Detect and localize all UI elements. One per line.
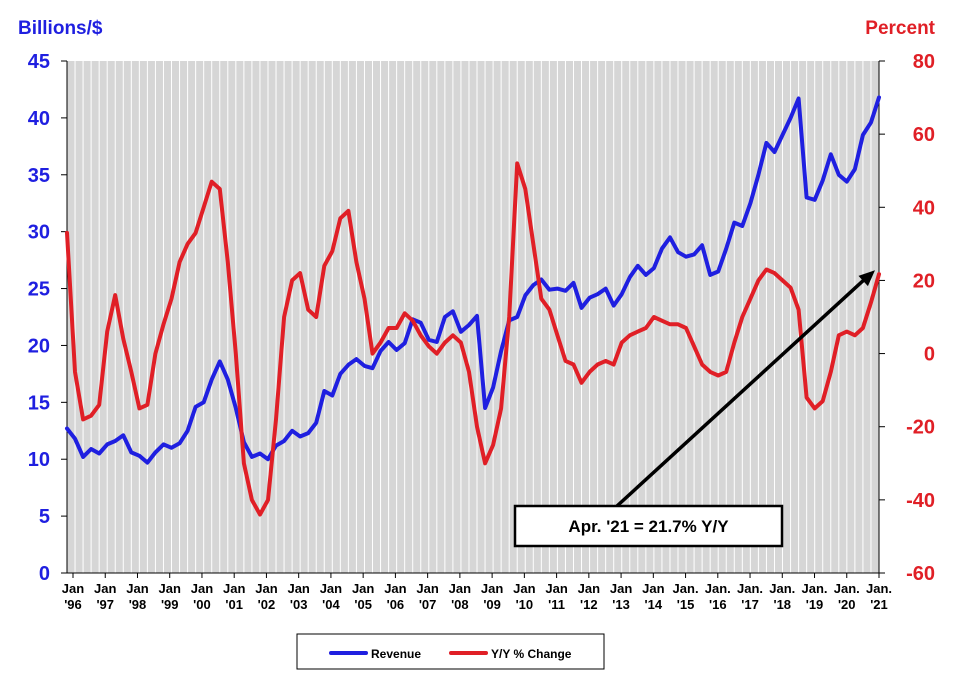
x-tick-label: Jan '99 xyxy=(159,581,181,612)
x-tick-label: Jan. '17 xyxy=(737,581,763,612)
x-tick-label: Jan '03 xyxy=(287,581,309,612)
right-tick-label: 80 xyxy=(913,51,935,73)
x-tick-label: Jan '13 xyxy=(610,581,632,612)
left-tick-label: 15 xyxy=(28,392,50,414)
x-tick-label: Jan '08 xyxy=(449,581,471,612)
right-tick-label: 60 xyxy=(913,124,935,146)
right-axis-ticks: -60 -40 -20 0 20 40 60 80 xyxy=(879,51,935,585)
x-tick-label: Jan '98 xyxy=(126,581,148,612)
x-tick-label: Jan '09 xyxy=(481,581,503,612)
legend: Revenue Y/Y % Change xyxy=(296,633,605,670)
x-tick-label: Jan '96 xyxy=(62,581,84,612)
right-axis-title: Percent xyxy=(865,18,935,39)
x-tick-label: Jan '10 xyxy=(513,581,535,612)
annotation-text: Apr. '21 = 21.7% Y/Y xyxy=(568,517,729,536)
annotation-arrow-head xyxy=(858,270,875,287)
right-tick-label: 40 xyxy=(913,197,935,219)
left-tick-label: 25 xyxy=(28,279,50,301)
x-tick-label: Jan. '18 xyxy=(769,581,795,612)
x-tick-label: Jan '14 xyxy=(642,581,664,612)
left-tick-label: 5 xyxy=(39,506,50,528)
x-tick-label: Jan '05 xyxy=(352,581,374,612)
x-axis-ticks: Jan '96 Jan '97 Jan '98 Jan '99 Jan '00 Jan '01 Jan '… xyxy=(62,573,892,612)
x-tick-label: Jan '04 xyxy=(320,581,342,612)
yoy-change-line xyxy=(65,161,881,517)
x-tick-label: Jan '06 xyxy=(384,581,406,612)
x-tick-label: Jan '97 xyxy=(94,581,116,612)
series-layer xyxy=(65,95,881,517)
grid-lines xyxy=(67,61,879,573)
left-tick-label: 45 xyxy=(28,51,50,73)
left-tick-label: 0 xyxy=(39,563,50,585)
left-tick-label: 20 xyxy=(28,335,50,357)
left-tick-label: 40 xyxy=(28,108,50,130)
right-tick-label: -60 xyxy=(906,563,935,585)
x-tick-label: Jan. '20 xyxy=(834,581,860,612)
annotation-arrow-line xyxy=(615,274,870,508)
x-tick-label: Jan '02 xyxy=(255,581,277,612)
x-tick-label: Jan '01 xyxy=(223,581,245,612)
right-tick-label: -20 xyxy=(906,417,935,439)
left-tick-label: 30 xyxy=(28,222,50,244)
legend-label-revenue: Revenue xyxy=(371,647,421,661)
right-tick-label: -40 xyxy=(906,490,935,512)
annotation: Apr. '21 = 21.7% Y/Y xyxy=(513,270,875,548)
revenue-line xyxy=(65,95,881,465)
left-tick-label: 10 xyxy=(28,449,50,471)
x-tick-label: Jan. '16 xyxy=(705,581,731,612)
x-tick-label: Jan. '15 xyxy=(673,581,699,612)
x-tick-label: Jan '12 xyxy=(578,581,600,612)
x-tick-label: Jan. '19 xyxy=(802,581,828,612)
plot-background xyxy=(67,61,879,573)
right-tick-label: 20 xyxy=(913,270,935,292)
left-axis-title: Billions/$ xyxy=(18,18,103,39)
right-tick-label: 0 xyxy=(924,344,935,366)
x-tick-label: Jan '07 xyxy=(416,581,438,612)
x-tick-label: Jan. '21 xyxy=(866,581,892,612)
left-axis-ticks: 0 5 10 15 20 25 30 35 40 45 xyxy=(28,51,67,585)
legend-label-yoy: Y/Y % Change xyxy=(491,647,572,661)
left-tick-label: 35 xyxy=(28,165,50,187)
annotation-box xyxy=(513,504,784,548)
x-tick-label: Jan '11 xyxy=(545,581,567,612)
x-tick-label: Jan '00 xyxy=(191,581,213,612)
